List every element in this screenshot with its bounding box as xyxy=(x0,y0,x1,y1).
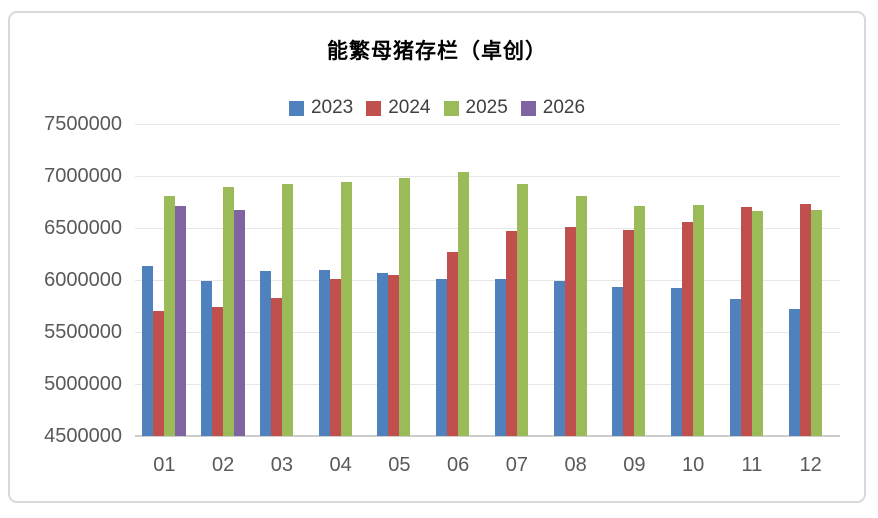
bar-2024-07 xyxy=(505,231,517,436)
plot-area xyxy=(135,124,840,437)
bar-2025-01 xyxy=(164,195,176,436)
legend-label: 2024 xyxy=(388,97,431,118)
bar-2024-02 xyxy=(212,307,224,436)
bar-2025-07 xyxy=(516,184,528,436)
bar-2026-01 xyxy=(175,206,187,436)
chart-title: 能繁母猪存栏（卓创） xyxy=(327,39,547,63)
y-tick-label: 4500000 xyxy=(44,425,122,447)
x-tick-label: 07 xyxy=(505,454,528,476)
gridline xyxy=(135,176,840,177)
x-tick-label: 12 xyxy=(799,454,822,476)
bar-2023-01 xyxy=(142,266,154,436)
legend-swatch-2024 xyxy=(366,100,382,116)
gridline xyxy=(135,332,840,333)
gridline xyxy=(135,228,840,229)
bar-2025-05 xyxy=(399,178,411,436)
bar-2024-04 xyxy=(329,278,341,436)
x-tick-label: 05 xyxy=(388,454,411,476)
x-tick-label: 09 xyxy=(623,454,646,476)
bar-2024-03 xyxy=(270,297,282,436)
x-tick-label: 10 xyxy=(682,454,705,476)
legend-label: 2025 xyxy=(465,97,508,118)
y-tick-label: 5000000 xyxy=(44,373,122,395)
x-tick-label: 03 xyxy=(270,454,293,476)
bar-2023-11 xyxy=(729,298,741,436)
bar-2024-05 xyxy=(388,274,400,436)
legend-swatch-2023 xyxy=(288,100,304,116)
bar-2025-03 xyxy=(281,184,293,436)
y-tick-label: 6000000 xyxy=(44,269,122,291)
bar-2023-05 xyxy=(377,272,389,436)
bar-2024-12 xyxy=(799,204,811,436)
legend-label: 2023 xyxy=(310,97,354,118)
x-axis-line xyxy=(135,435,840,437)
legend-item-2023: 2023 xyxy=(288,97,354,119)
y-tick-label: 7000000 xyxy=(44,165,122,187)
x-tick-label: 01 xyxy=(153,454,176,476)
bar-2023-07 xyxy=(494,278,506,436)
bar-2024-08 xyxy=(564,226,576,436)
bar-2025-12 xyxy=(810,210,822,436)
bar-2024-01 xyxy=(153,311,165,436)
bar-2023-09 xyxy=(612,287,624,436)
bar-2025-08 xyxy=(575,195,587,436)
legend-swatch-2026 xyxy=(520,100,536,116)
legend-item-2024: 2024 xyxy=(366,97,431,119)
bar-2023-04 xyxy=(318,269,330,436)
chart-legend: 2023 2024 2025 2026 xyxy=(10,97,864,119)
bar-2023-02 xyxy=(201,281,213,436)
legend-swatch-2025 xyxy=(443,100,459,116)
bar-2025-10 xyxy=(693,205,705,436)
gridline xyxy=(135,124,840,125)
bar-2025-06 xyxy=(458,171,470,436)
bar-2024-10 xyxy=(682,221,694,436)
legend-item-2026: 2026 xyxy=(520,97,586,119)
bar-2023-10 xyxy=(671,288,683,436)
gridline xyxy=(135,280,840,281)
legend-label: 2026 xyxy=(542,97,586,118)
y-tick-label: 6500000 xyxy=(44,217,122,239)
bar-2025-02 xyxy=(223,187,235,436)
x-tick-label: 06 xyxy=(447,454,470,476)
bar-2023-06 xyxy=(436,278,448,436)
legend-item-2025: 2025 xyxy=(443,97,508,119)
bar-2023-12 xyxy=(788,309,800,436)
gridline xyxy=(135,384,840,385)
x-tick-label: 08 xyxy=(564,454,587,476)
x-tick-label: 04 xyxy=(329,454,352,476)
y-tick-label: 5500000 xyxy=(44,321,122,343)
bar-2024-09 xyxy=(623,230,635,436)
bar-2025-11 xyxy=(751,211,763,436)
bar-2025-04 xyxy=(340,182,352,436)
bar-2024-11 xyxy=(740,207,752,436)
bar-2023-03 xyxy=(259,270,271,436)
bar-2025-09 xyxy=(634,206,646,436)
bar-2023-08 xyxy=(553,281,565,436)
bar-2026-02 xyxy=(234,210,246,436)
x-tick-label: 02 xyxy=(212,454,235,476)
x-tick-label: 11 xyxy=(741,454,763,476)
y-tick-label: 7500000 xyxy=(44,113,122,135)
chart-frame: 能繁母猪存栏（卓创） 2023 2024 2025 2026 4500000 50000… xyxy=(8,11,866,503)
bar-2024-06 xyxy=(447,251,459,436)
